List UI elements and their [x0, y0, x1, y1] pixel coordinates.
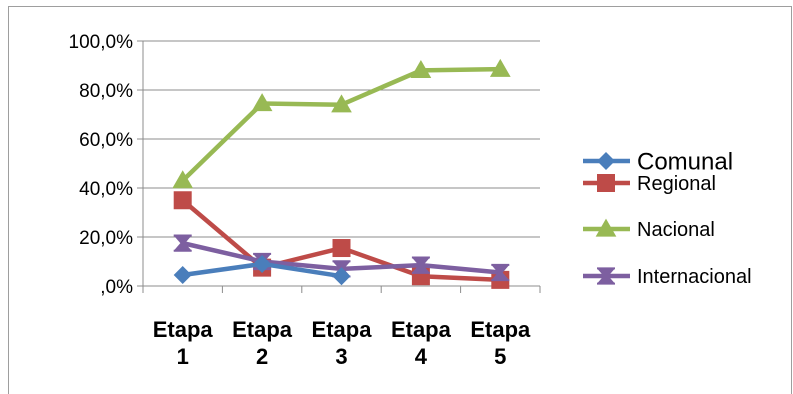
x-tick-label: Etapa 2 [232, 317, 293, 369]
data-point-nacional [331, 94, 352, 113]
legend-marker [597, 267, 615, 285]
x-tick-label: Etapa 3 [312, 317, 373, 369]
y-tick-label: 40,0% [79, 179, 133, 200]
data-point-comunal [332, 267, 351, 286]
series-line-nacional [180, 66, 503, 183]
legend-marker [595, 218, 617, 237]
x-tick-label-line: Etapa [470, 317, 531, 342]
legend-item-nacional: Nacional [583, 218, 715, 241]
data-point-comunal [173, 265, 192, 284]
x-tick-label: Etapa 4 [391, 317, 452, 369]
data-point-comunal [253, 254, 272, 273]
legend-label: Internacional [637, 266, 752, 288]
data-point-regional [173, 191, 192, 210]
x-tick-label-line: 4 [415, 344, 428, 369]
legend-marker [597, 174, 615, 192]
marker-part [173, 240, 192, 251]
data-point-nacional [251, 93, 273, 112]
x-tick-label-line: Etapa [312, 317, 373, 342]
y-tick-label: 20,0% [79, 228, 133, 249]
legend-label: Nacional [637, 219, 715, 241]
legend-item-regional: Regional [583, 173, 716, 195]
data-point-internacional [491, 263, 510, 282]
legend-item-comunal: Comunal [583, 149, 733, 176]
x-tick-label-line: Etapa [391, 317, 452, 342]
legend-item-internacional: Internacional [583, 266, 752, 288]
legend-label: Regional [637, 173, 716, 195]
data-point-regional [332, 239, 351, 258]
y-tick-label: ,0% [100, 277, 133, 298]
x-tick-label-line: 2 [256, 344, 268, 369]
data-point-nacional [489, 58, 511, 77]
x-tick-label-line: Etapa [232, 317, 293, 342]
data-point-internacional [173, 234, 192, 252]
legend-marker [597, 152, 615, 170]
data-point-internacional [411, 256, 430, 274]
y-tick-label: 60,0% [79, 130, 133, 151]
y-tick-label: 80,0% [79, 81, 133, 102]
data-point-nacional [172, 170, 194, 189]
x-tick-label: Etapa 5 [470, 317, 531, 369]
x-tick-label-line: Etapa [153, 317, 214, 342]
x-tick-label: Etapa 1 [153, 317, 214, 369]
y-tick-label: 100,0% [69, 32, 134, 53]
marker-part [491, 269, 510, 281]
series-nacional [172, 58, 511, 189]
marker-part [411, 262, 430, 273]
x-tick-label-line: 1 [177, 344, 189, 369]
data-point-nacional [410, 60, 432, 79]
legend-label: Comunal [637, 149, 733, 176]
x-tick-label-line: 3 [335, 344, 347, 369]
x-tick-label-line: 5 [494, 344, 506, 369]
series-comunal [173, 254, 351, 286]
marker-part [597, 273, 615, 284]
